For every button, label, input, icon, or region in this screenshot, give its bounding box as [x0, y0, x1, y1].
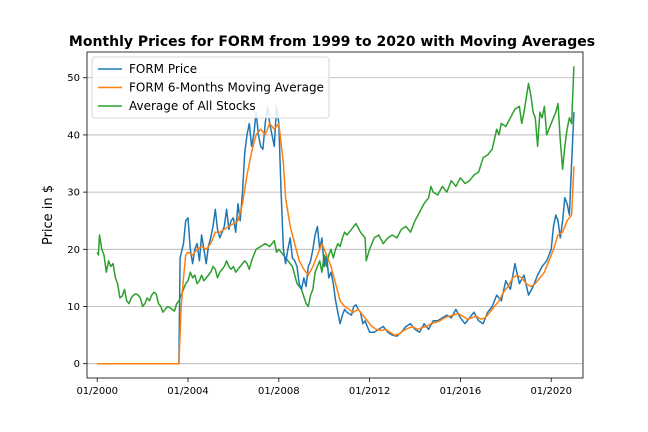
plot-area-border	[86, 51, 584, 379]
legend-label: Average of All Stocks	[129, 99, 256, 113]
x-tick-label: 01/2012	[349, 386, 391, 397]
series-line-form-price	[97, 105, 575, 365]
x-tick-label: 01/2016	[440, 386, 482, 397]
y-tick-label: 40	[67, 130, 80, 141]
x-axis: 01/2000 01/2004 01/2008 01/2012 01/2016 01/20…	[76, 378, 572, 397]
x-tick-label: 01/2008	[258, 386, 300, 397]
y-tick-label: 0	[74, 359, 80, 370]
series-layer	[96, 66, 575, 365]
legend: FORM Price FORM 6-Months Moving Average Av…	[91, 56, 330, 119]
legend-box	[91, 56, 330, 119]
legend-label: FORM Price	[129, 62, 197, 76]
y-axis: 0 10 20 30 40 50	[67, 73, 87, 370]
y-axis-label: Price in $	[41, 185, 56, 245]
series-line-average-of-all-stocks	[96, 66, 575, 313]
x-tick-label: 01/2020	[530, 386, 572, 397]
y-tick-label: 20	[67, 245, 80, 256]
y-tick-label: 30	[67, 188, 80, 199]
x-tick-label: 01/2004	[167, 386, 209, 397]
legend-label: FORM 6-Months Moving Average	[129, 81, 324, 95]
y-tick-label: 50	[67, 73, 80, 84]
series-line-form-6-months-moving-average	[97, 122, 575, 365]
chart-title: Monthly Prices for FORM from 1999 to 202…	[69, 34, 595, 50]
y-tick-label: 10	[67, 302, 80, 313]
x-tick-label: 01/2000	[76, 386, 118, 397]
